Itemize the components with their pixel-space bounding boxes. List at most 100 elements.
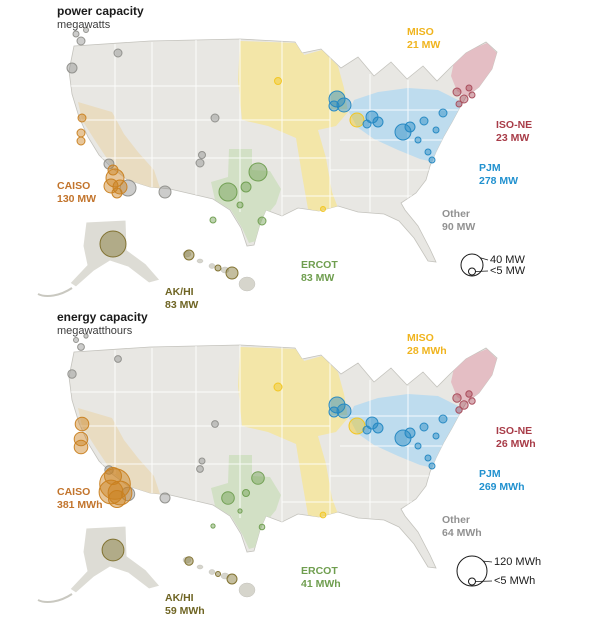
bubble-pjm (336, 403, 352, 419)
bubble-isone (468, 91, 476, 99)
label-other-name: Other (442, 208, 471, 220)
legend-large-label: 40 MW (490, 254, 525, 266)
bubble-ercot (210, 523, 216, 529)
bubble-isone (465, 84, 473, 92)
label-isone: ISO-NE 23 MW (496, 119, 532, 145)
label-other: Other 90 MW (442, 208, 475, 234)
bubble-miso (320, 206, 326, 212)
bubble-caiso (98, 479, 124, 505)
bubble-other (196, 465, 204, 473)
bubble-isone (455, 100, 463, 108)
bubble-isone (459, 94, 469, 104)
bubble-caiso (112, 179, 128, 195)
label-pjm-name: PJM (479, 162, 501, 174)
bubble-other (103, 158, 115, 170)
label-ercot-value: 41 MWh (301, 578, 341, 590)
label-ercot: ERCOT 83 MW (301, 259, 338, 285)
legend-large-line (480, 257, 489, 261)
size-legend: 120 MWh <5 MWh (456, 555, 541, 587)
bubble-pjm (424, 148, 432, 156)
bubble-caiso (77, 113, 87, 123)
bubble-other (76, 36, 86, 46)
label-miso: MISO 28 MWh (407, 332, 447, 358)
bubble-other (195, 158, 205, 168)
bubble-miso (348, 417, 366, 435)
legend-small-circle (468, 577, 476, 586)
label-akhi: AK/HI 83 MW (165, 286, 198, 312)
bubble-pjm (432, 432, 440, 440)
bubble-other (158, 185, 172, 199)
label-ercot-name: ERCOT (301, 565, 338, 577)
label-isone-value: 26 MWh (496, 438, 536, 450)
bubble-isone (455, 406, 463, 414)
bubble-other (113, 48, 123, 58)
bubble-pjm (438, 414, 448, 424)
bubble-isone (465, 390, 473, 398)
bubble-pjm (328, 100, 340, 112)
label-akhi: AK/HI 59 MWh (165, 592, 205, 618)
label-isone-value: 23 MW (496, 132, 530, 144)
label-other: Other 64 MWh (442, 514, 482, 540)
bubble-akhi (183, 249, 195, 261)
bubble-akhi (226, 573, 238, 585)
bubble-caiso (73, 439, 89, 455)
panel-title: power capacity (57, 4, 144, 18)
bubble-other (73, 337, 79, 343)
label-miso: MISO 21 MW (407, 26, 440, 52)
legend-small-circle (468, 267, 476, 276)
label-ercot-name: ERCOT (301, 259, 338, 271)
bubble-ercot (258, 523, 266, 531)
label-isone-name: ISO-NE (496, 119, 533, 131)
bubble-pjm (428, 462, 436, 470)
bubble-caiso (74, 416, 90, 432)
bubble-other (67, 369, 77, 379)
label-akhi-name: AK/HI (165, 286, 194, 298)
label-pjm-name: PJM (479, 468, 501, 480)
label-caiso-value: 381 MWh (57, 499, 103, 511)
bubble-other (198, 151, 206, 159)
bubble-caiso (73, 431, 89, 447)
bubble-other (66, 62, 78, 74)
us-map-power: 40 MW <5 MW (0, 27, 526, 306)
legend-large-line (483, 560, 493, 563)
bubble-other (83, 27, 89, 33)
bubble-pjm (414, 442, 422, 450)
legend-large-label: 120 MWh (494, 556, 541, 568)
bubble-ercot (236, 201, 244, 209)
bubble-isone (459, 400, 469, 410)
bubble-pjm (362, 425, 372, 435)
bubbles-layer (66, 27, 476, 280)
bubble-akhi (214, 264, 222, 272)
panel-energy-capacity: energy capacity megawatthours 120 MWh <5… (0, 306, 608, 619)
label-miso-value: 28 MWh (407, 345, 447, 357)
label-caiso-name: CAISO (57, 486, 91, 498)
bubble-ercot (248, 162, 268, 182)
label-miso-name: MISO (407, 332, 434, 344)
label-caiso: CAISO 381 MWh (57, 486, 103, 512)
bubble-ercot (257, 216, 267, 226)
bubble-ercot (237, 508, 243, 514)
legend-large-circle (456, 555, 488, 587)
bubble-pjm (336, 97, 352, 113)
bubble-caiso (105, 168, 125, 188)
bubble-pjm (328, 406, 340, 418)
label-other-value: 64 MWh (442, 527, 482, 539)
bubble-isone (468, 397, 476, 405)
label-pjm-value: 278 MW (479, 175, 519, 187)
bubble-pjm (404, 121, 416, 133)
bubble-other (77, 343, 85, 351)
us-map-energy: 120 MWh <5 MWh (0, 333, 541, 616)
bubble-pjm (428, 156, 436, 164)
label-ercot: ERCOT 41 MWh (301, 565, 341, 591)
bubble-akhi (184, 556, 194, 566)
label-caiso-value: 130 MW (57, 193, 97, 205)
label-isone-name: ISO-NE (496, 425, 533, 437)
bubble-isone (452, 393, 462, 403)
bubble-caiso (76, 128, 86, 138)
legend-small-label: <5 MWh (494, 575, 535, 587)
size-legend: 40 MW <5 MW (460, 253, 526, 277)
panel-subtitle: megawatts (57, 19, 111, 31)
label-akhi-value: 83 MW (165, 299, 199, 311)
bubble-pjm (424, 454, 432, 462)
bubble-miso (274, 77, 282, 85)
